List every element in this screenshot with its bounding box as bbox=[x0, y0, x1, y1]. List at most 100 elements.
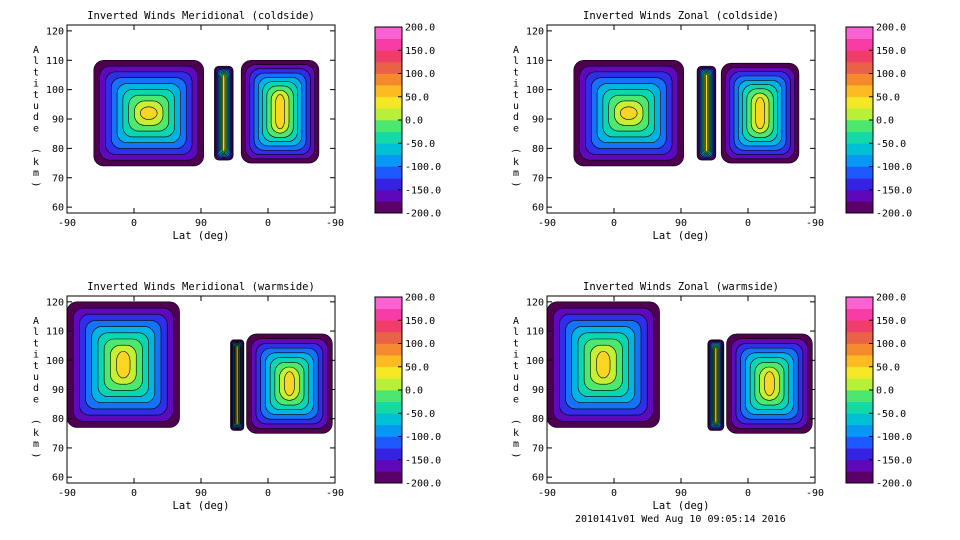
contour-level bbox=[236, 345, 239, 425]
colorbar-segment bbox=[846, 320, 873, 333]
colorbar-segment bbox=[846, 355, 873, 368]
chart-title: Inverted Winds Zonal (coldside) bbox=[583, 10, 779, 22]
colorbar-segment bbox=[846, 154, 873, 167]
colorbar-segment bbox=[846, 38, 873, 51]
colorbar-segment bbox=[846, 424, 873, 437]
y-axis-label-char: e bbox=[513, 394, 519, 405]
colorbar-segment bbox=[375, 61, 402, 74]
colorbar: 200.0 150.0 100.0 50.0 0.0 -50.0 -100.0 -150.0 -… bbox=[374, 293, 441, 490]
colorbar-segment bbox=[375, 343, 402, 356]
colorbar-segment bbox=[375, 320, 402, 333]
colorbar-segment bbox=[375, 366, 402, 379]
colorbar-segment bbox=[375, 390, 402, 402]
x-tick-label: 90 bbox=[195, 488, 207, 499]
y-axis-label-char: i bbox=[33, 350, 39, 361]
y-axis-label-char: i bbox=[513, 350, 519, 361]
colorbar: 200.0 150.0 100.0 50.0 0.0 -50.0 -100.0 -150.0 -… bbox=[374, 23, 441, 220]
y-axis-label-char: l bbox=[33, 327, 39, 338]
colorbar-tick-label: 150.0 bbox=[876, 316, 906, 327]
contour-level bbox=[705, 74, 708, 153]
contour-region bbox=[546, 301, 660, 428]
colorbar-segment bbox=[846, 96, 873, 109]
x-tick-label: -90 bbox=[538, 218, 556, 229]
contour-region bbox=[246, 333, 333, 434]
colorbar-tick-label: -100.0 bbox=[405, 162, 441, 173]
colorbar-segment bbox=[375, 424, 402, 437]
y-tick-label: 90 bbox=[532, 385, 544, 396]
y-tick-label: 80 bbox=[52, 144, 64, 155]
y-axis-label-char: u bbox=[33, 101, 39, 112]
colorbar-segment bbox=[375, 459, 402, 472]
y-tick-label: 110 bbox=[526, 56, 544, 67]
y-tick-label: 70 bbox=[532, 173, 544, 184]
colorbar-segment bbox=[375, 120, 402, 132]
chart-panel-3: Inverted Winds Meridional (warmside) 60 70… bbox=[30, 281, 441, 512]
y-tick-label: 120 bbox=[46, 26, 64, 37]
colorbar-segment bbox=[375, 166, 402, 179]
colorbar-tick-label: 50.0 bbox=[405, 362, 429, 373]
y-axis-label-char: t bbox=[513, 338, 519, 349]
y-tick-label: 100 bbox=[46, 85, 64, 96]
y-axis-label-char: l bbox=[513, 327, 519, 338]
y-tick-label: 80 bbox=[532, 414, 544, 425]
colorbar-segment bbox=[846, 189, 873, 202]
y-tick-label: 90 bbox=[532, 115, 544, 126]
x-axis-label: Lat (deg) bbox=[173, 500, 230, 512]
colorbar-segment bbox=[846, 85, 873, 98]
y-tick-label: 110 bbox=[526, 327, 544, 338]
colorbar-tick-label: 150.0 bbox=[876, 46, 906, 57]
colorbar-tick-label: 50.0 bbox=[876, 362, 900, 373]
colorbar-tick-label: -150.0 bbox=[405, 455, 441, 466]
colorbar-segment bbox=[375, 154, 402, 167]
x-axis-label: Lat (deg) bbox=[653, 500, 710, 512]
y-axis-label-char: u bbox=[33, 372, 39, 383]
x-tick-label: 0 bbox=[131, 218, 137, 229]
x-axis-label: Lat (deg) bbox=[653, 230, 710, 242]
y-tick-label: 120 bbox=[46, 297, 64, 308]
contour-region bbox=[707, 339, 725, 431]
colorbar-segment bbox=[375, 189, 402, 202]
colorbar-tick-label: -150.0 bbox=[876, 185, 912, 196]
colorbar-segment bbox=[375, 96, 402, 109]
y-axis-label-char: e bbox=[33, 123, 39, 134]
colorbar-segment bbox=[375, 85, 402, 98]
y-tick-label: 60 bbox=[532, 473, 544, 484]
x-tick-label: 0 bbox=[611, 218, 617, 229]
colorbar-segment bbox=[846, 120, 873, 132]
chart-panel-4: Inverted Winds Zonal (warmside) 60 70 80 90 1… bbox=[510, 281, 912, 512]
y-axis-label-char: u bbox=[513, 372, 519, 383]
y-tick-label: 80 bbox=[52, 414, 64, 425]
colorbar-segment bbox=[846, 366, 873, 379]
y-axis-label-char: e bbox=[513, 123, 519, 134]
x-tick-label: 90 bbox=[675, 218, 687, 229]
colorbar-tick-label: -200.0 bbox=[876, 479, 912, 490]
colorbar-segment bbox=[846, 343, 873, 356]
x-axis-label: Lat (deg) bbox=[173, 230, 230, 242]
y-axis-label-char: i bbox=[513, 79, 519, 90]
contour-region bbox=[214, 65, 234, 161]
chart-title: Inverted Winds Meridional (warmside) bbox=[87, 281, 315, 293]
colorbar-segment bbox=[375, 297, 402, 309]
colorbar-segment bbox=[846, 178, 873, 191]
y-tick-label: 70 bbox=[52, 173, 64, 184]
x-tick-label: -90 bbox=[326, 488, 344, 499]
y-axis-label-char: d bbox=[33, 112, 39, 123]
y-axis-label-char: ( bbox=[510, 419, 521, 425]
colorbar-segment bbox=[375, 73, 402, 86]
contour-level bbox=[714, 346, 718, 424]
y-axis-label-char: t bbox=[33, 90, 39, 101]
contour-level bbox=[116, 351, 131, 379]
contour-region bbox=[720, 62, 800, 164]
chart-title: Inverted Winds Zonal (warmside) bbox=[583, 281, 779, 293]
y-axis-label-char: ) bbox=[510, 452, 521, 458]
contour-level bbox=[596, 351, 611, 379]
y-tick-label: 60 bbox=[52, 203, 64, 214]
colorbar-tick-label: 100.0 bbox=[405, 69, 435, 80]
x-tick-label: -90 bbox=[58, 218, 76, 229]
y-axis-label-char: A bbox=[513, 316, 519, 327]
colorbar-segment bbox=[375, 378, 402, 391]
colorbar-tick-label: -200.0 bbox=[405, 479, 441, 490]
colorbar-tick-label: 100.0 bbox=[405, 339, 435, 350]
